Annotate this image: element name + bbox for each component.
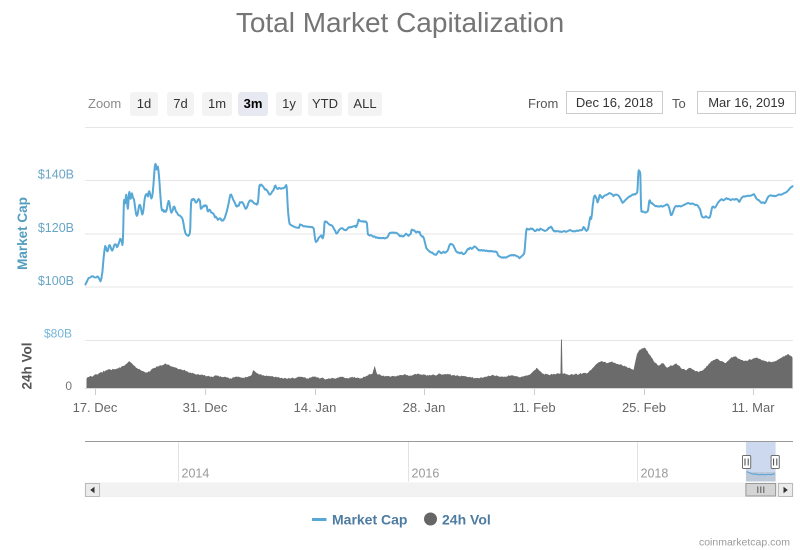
svg-text:Market Cap: Market Cap — [15, 197, 30, 270]
svg-text:0: 0 — [65, 379, 72, 393]
svg-text:31. Dec: 31. Dec — [183, 400, 228, 415]
svg-text:$80B: $80B — [44, 327, 72, 341]
svg-text:2016: 2016 — [412, 467, 440, 481]
svg-text:25. Feb: 25. Feb — [622, 400, 666, 415]
svg-text:2018: 2018 — [641, 467, 669, 481]
svg-text:Market Cap: Market Cap — [332, 512, 407, 528]
svg-text:11. Feb: 11. Feb — [512, 400, 555, 415]
svg-text:coinmarketcap.com: coinmarketcap.com — [699, 537, 790, 549]
svg-text:24h Vol: 24h Vol — [20, 342, 35, 389]
svg-text:24h Vol: 24h Vol — [442, 512, 491, 528]
svg-text:$140B: $140B — [38, 168, 74, 182]
svg-text:2014: 2014 — [182, 467, 210, 481]
svg-text:$100B: $100B — [38, 274, 74, 288]
svg-text:11. Mar: 11. Mar — [731, 400, 775, 415]
svg-text:28. Jan: 28. Jan — [403, 400, 446, 415]
svg-text:14. Jan: 14. Jan — [294, 400, 337, 415]
svg-text:17. Dec: 17. Dec — [73, 400, 118, 415]
svg-text:$120B: $120B — [38, 221, 74, 235]
